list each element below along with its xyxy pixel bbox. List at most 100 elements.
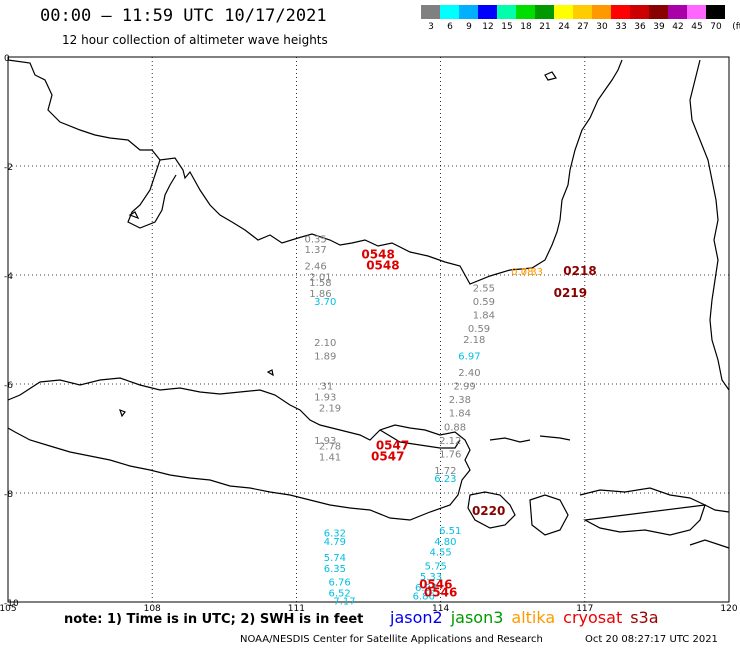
wave-height-point: 5.74 — [324, 553, 346, 564]
wave-height-point: 5.75 — [425, 561, 447, 572]
wave-height-point: 0.78 — [511, 267, 533, 278]
small-island-3 — [266, 369, 274, 377]
pass-time-label: 0548 — [366, 259, 399, 273]
wave-height-point: 2.46 — [304, 262, 326, 273]
pass-time-label: 0219 — [554, 286, 587, 300]
wave-height-point: 6.32 — [324, 529, 346, 540]
wave-height-point: 6.97 — [458, 351, 480, 362]
credit-text: NOAA/NESDIS Center for Satellite Applica… — [240, 634, 543, 645]
madura-coastline — [379, 429, 461, 449]
coastlines — [7, 59, 730, 549]
wave-height-point: 2.19 — [319, 403, 341, 414]
map-frame — [7, 56, 730, 603]
wave-height-point: 5.33 — [420, 572, 442, 583]
satellite-altika: altika — [511, 608, 556, 627]
small-island-1 — [119, 408, 126, 418]
wave-height-point: 2.38 — [449, 395, 471, 406]
scale-label: 15 — [501, 22, 513, 32]
satellite-jason2: jason2 — [390, 608, 443, 627]
scale-label: 27 — [577, 22, 589, 32]
pass-time-label: 0220 — [472, 504, 505, 518]
wave-height-point: 6.86 — [413, 591, 435, 602]
wave-height-point: 2.55 — [473, 283, 495, 294]
scale-label: 39 — [653, 22, 665, 32]
borneo-bay-outline — [127, 159, 177, 229]
wave-height-point: 2.12 — [439, 436, 461, 447]
pass-time-label: 0547 — [371, 449, 404, 463]
wave-height-point: 2.01 — [309, 272, 331, 283]
wave-height-point: 1.76 — [439, 450, 461, 461]
credit-line: NOAA/NESDIS Center for Satellite Applica… — [240, 634, 718, 645]
satellite-jason3: jason3 — [450, 608, 504, 627]
scale-label: 6 — [447, 22, 453, 32]
wave-height-point: 0.35 — [304, 234, 326, 245]
x-tick-label: 117 — [576, 604, 593, 614]
scale-label: 24 — [558, 22, 570, 32]
pass-time-label: 0547 — [376, 438, 409, 452]
x-tick-label: 120 — [720, 604, 737, 614]
wave-height-point: 1.84 — [449, 409, 471, 420]
wave-height-point: 1.41 — [319, 452, 341, 463]
scale-unit: (ft) — [732, 22, 740, 32]
pass-time-label: 0546 — [419, 577, 452, 591]
y-tick-label: -2 — [4, 163, 13, 173]
pass-time-label: 0546 — [424, 586, 457, 600]
chart-subtitle: 12 hour collection of altimeter wave hei… — [62, 33, 328, 47]
wave-height-point: 1.93 — [314, 392, 336, 403]
wave-height-point: 2.18 — [463, 335, 485, 346]
lombok-coastline — [529, 494, 569, 536]
satellite-s3a: s3a — [630, 608, 659, 627]
scale-label: 3 — [428, 22, 434, 32]
wave-height-point: 0.88 — [444, 422, 466, 433]
wave-height-point: 6.51 — [439, 526, 461, 537]
wave-height-point: 0.33 — [521, 267, 543, 278]
scale-label: 18 — [520, 22, 532, 32]
wave-height-point: 1.86 — [309, 289, 331, 300]
y-tick-label: -4 — [4, 272, 13, 282]
y-tick-label: 0 — [4, 54, 10, 64]
wave-height-point: 2.10 — [314, 338, 336, 349]
scale-label: 42 — [672, 22, 684, 32]
small-island-2 — [128, 211, 140, 220]
wave-height-point: 1.37 — [304, 245, 326, 256]
scale-label: 36 — [634, 22, 646, 32]
y-tick-label: -6 — [4, 381, 13, 391]
wave-height-point: 6.35 — [324, 564, 346, 575]
x-tick-label: 105 — [0, 604, 17, 614]
wave-height-point: 1.89 — [314, 351, 336, 362]
wave-height-point: 2.40 — [458, 368, 480, 379]
wave-height-point: 3.70 — [314, 297, 336, 308]
scale-label: 30 — [596, 22, 608, 32]
wave-height-point: 6.52 — [329, 589, 351, 600]
chart-title: 00:00 – 11:59 UTC 10/17/2021 — [40, 6, 327, 26]
scale-label: 12 — [482, 22, 494, 32]
satellite-legend: jason2 jason3 altika cryosat s3a — [390, 608, 667, 627]
credit-timestamp: Oct 20 08:27:17 UTC 2021 — [585, 634, 718, 645]
wave-height-point: 4.79 — [324, 537, 346, 548]
sulawesi-coastline — [689, 59, 730, 391]
bali-coastline — [467, 491, 516, 529]
wave-height-point: 1.58 — [309, 278, 331, 289]
borneo-coastline — [7, 59, 623, 285]
wave-height-point: 1.93 — [314, 436, 336, 447]
flores-coastline — [689, 539, 730, 549]
wave-height-point: 2.78 — [319, 441, 341, 452]
wave-height-point: 6.93 — [415, 583, 437, 594]
x-tick-label: 108 — [144, 604, 161, 614]
wave-height-point: .31 — [317, 381, 333, 392]
y-tick-label: -10 — [4, 599, 19, 609]
scale-label: 9 — [466, 22, 472, 32]
wave-height-point: 0.59 — [473, 297, 495, 308]
scale-swatch — [706, 5, 726, 19]
scale-label: 70 — [710, 22, 722, 32]
scale-label: 33 — [615, 22, 627, 32]
wave-height-point: 6.76 — [329, 578, 351, 589]
wave-height-point: 1.72 — [434, 466, 456, 477]
wave-height-point: 2.99 — [454, 381, 476, 392]
scale-label: 45 — [691, 22, 703, 32]
wave-height-point: 6.23 — [434, 474, 456, 485]
x-tick-label: 111 — [288, 604, 305, 614]
small-island-4 — [544, 71, 557, 81]
y-tick-label: -8 — [4, 490, 13, 500]
